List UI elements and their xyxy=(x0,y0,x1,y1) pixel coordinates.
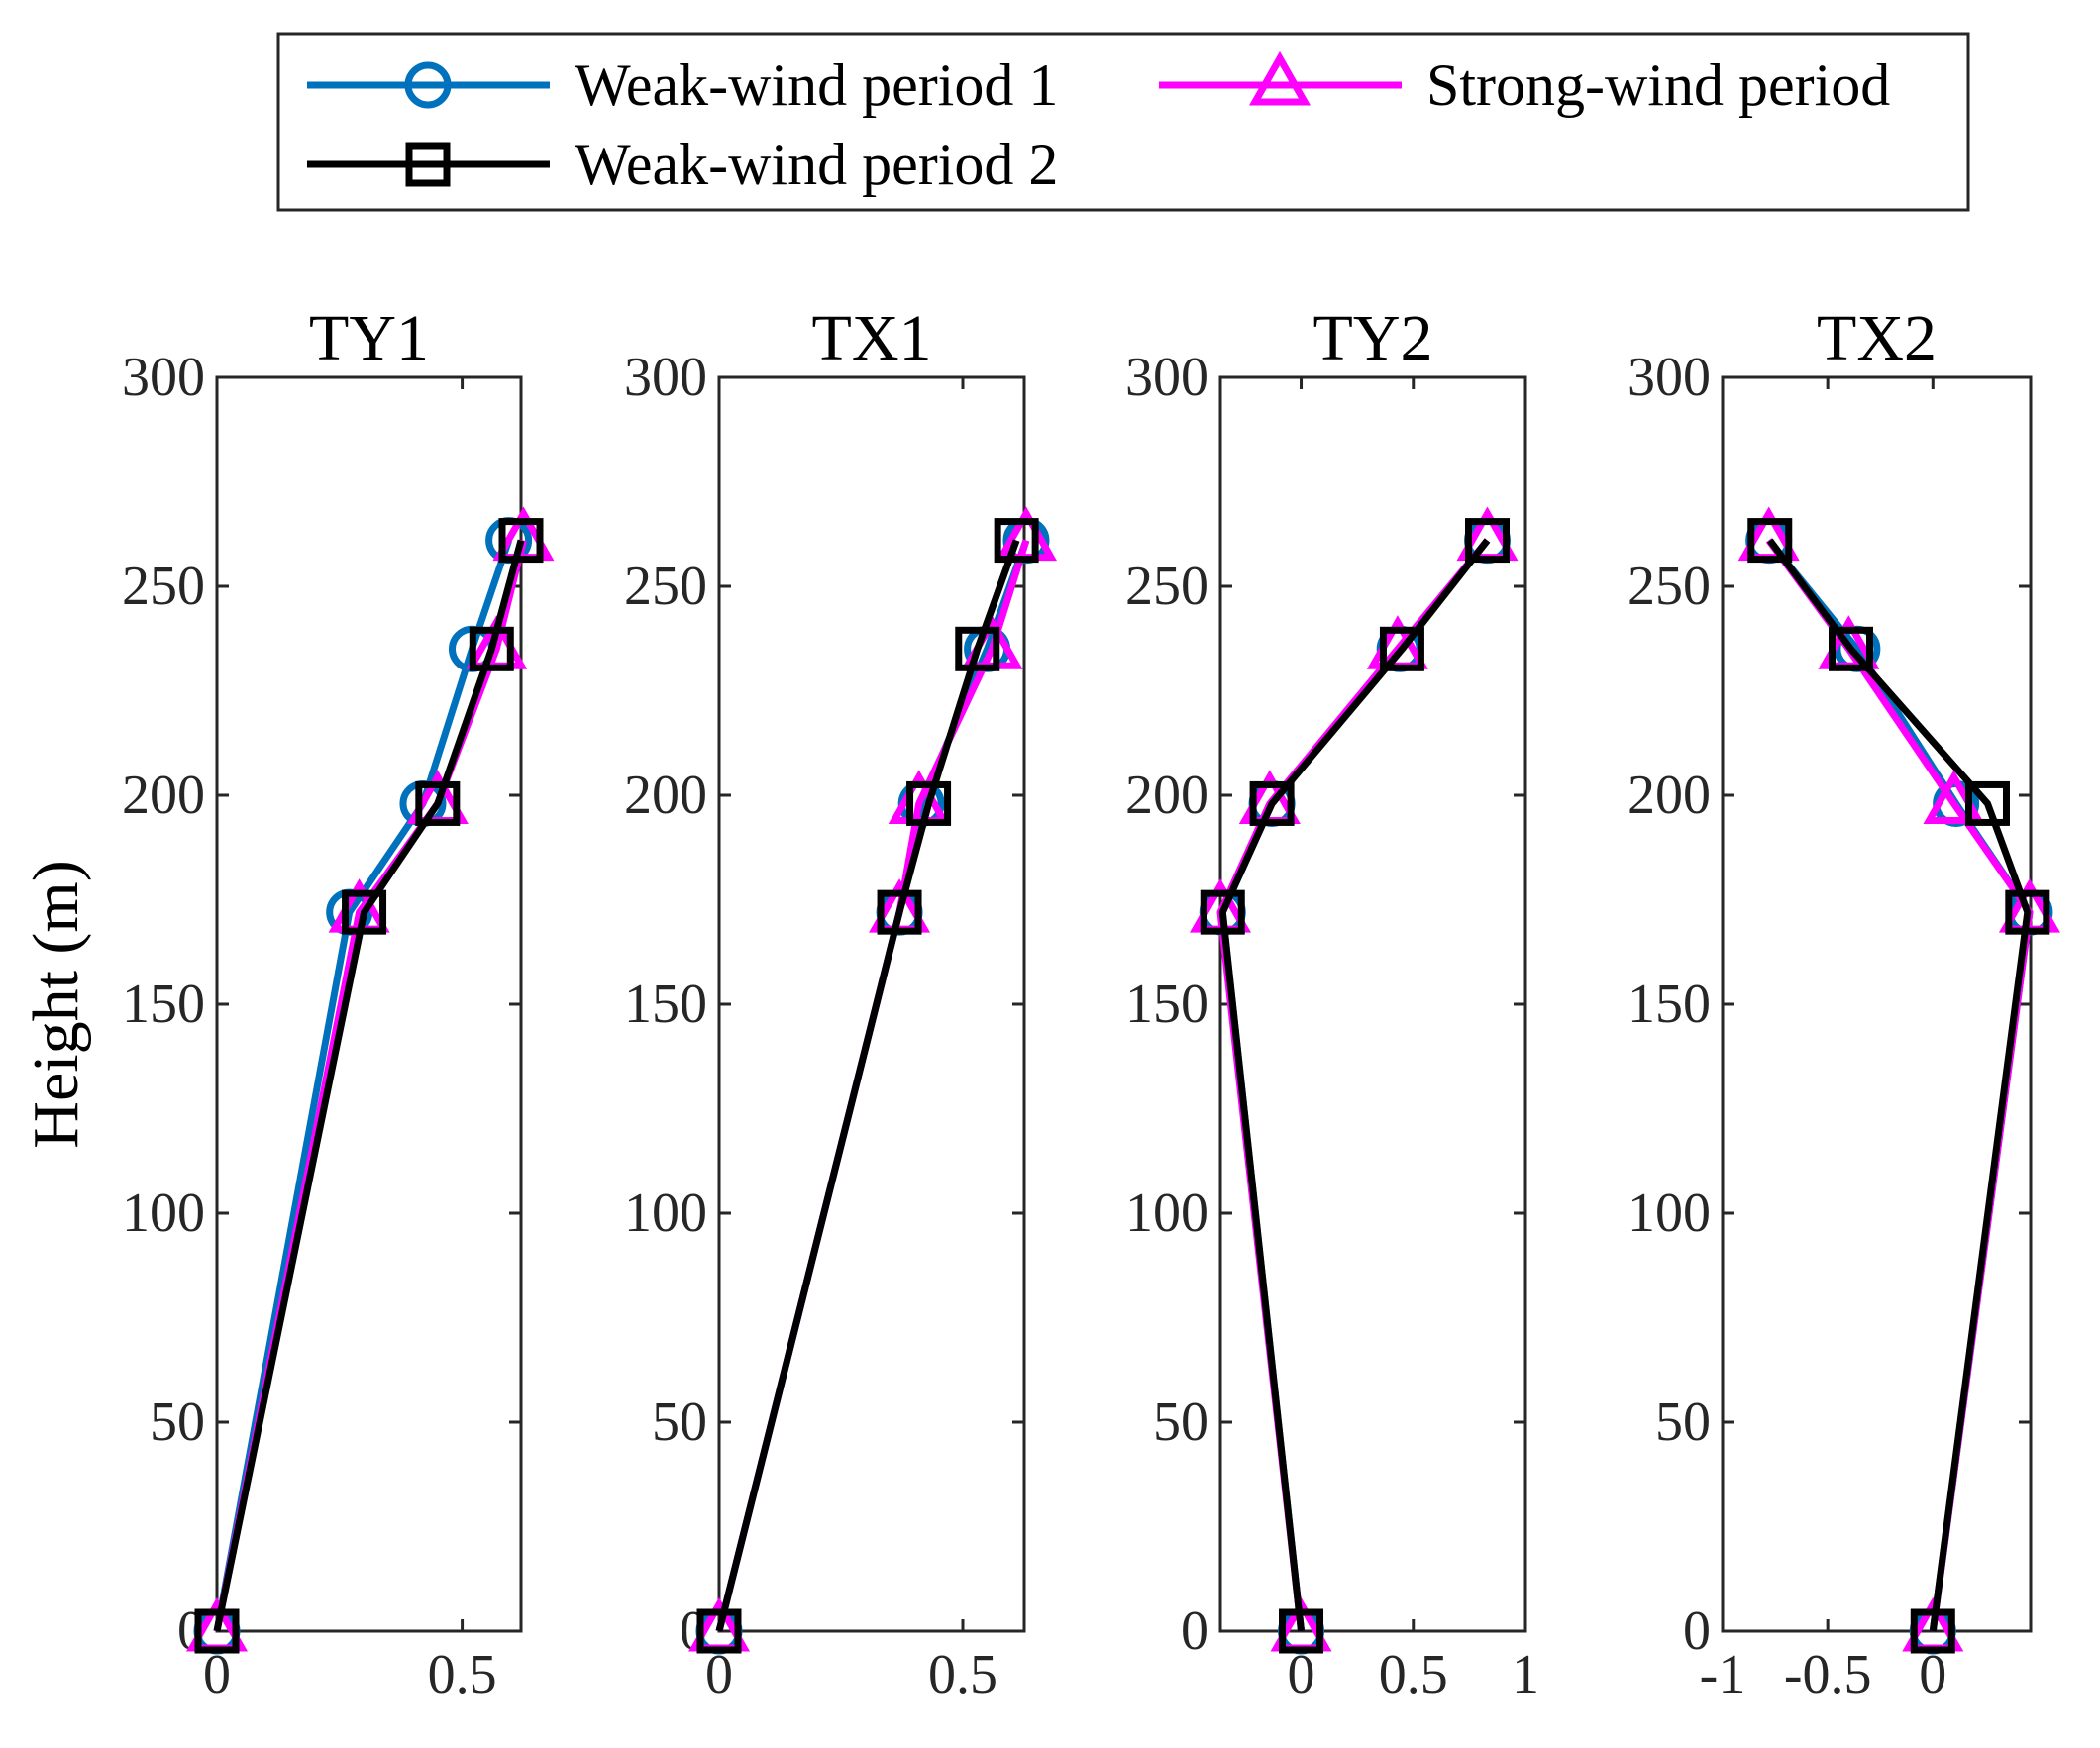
y-tick-label: 100 xyxy=(624,1182,707,1244)
y-tick-label: 50 xyxy=(1153,1391,1208,1453)
data-point-square xyxy=(2005,889,2050,935)
y-tick-label: 300 xyxy=(624,347,707,408)
y-tick-label: 150 xyxy=(624,974,707,1035)
panel-title: TY2 xyxy=(1313,302,1433,374)
y-tick-label: 250 xyxy=(122,556,205,617)
x-tick-label: 1 xyxy=(1512,1644,1539,1705)
series-line-weak-wind-period-2 xyxy=(715,539,1020,1632)
legend-label: Weak-wind period 2 xyxy=(575,132,1058,197)
axes-box xyxy=(1218,375,1527,1633)
series-line-weak-wind-period-1 xyxy=(213,539,512,1632)
data-point-square xyxy=(1200,889,1245,935)
axes-box xyxy=(717,375,1026,1633)
legend-circle-marker-icon xyxy=(404,61,452,109)
y-tick-label: 250 xyxy=(1125,556,1208,617)
series-line-weak-wind-period-2 xyxy=(213,539,525,1632)
y-tick-label: 300 xyxy=(1628,347,1711,408)
y-tick-label: 100 xyxy=(1125,1182,1208,1244)
y-tick-label: 200 xyxy=(624,765,707,826)
axes-box xyxy=(1721,375,2033,1633)
data-point-square xyxy=(877,889,922,935)
y-tick-label: 0 xyxy=(1181,1600,1208,1662)
legend-triangle-marker-icon xyxy=(1248,51,1312,106)
y-tick-label: 150 xyxy=(122,974,205,1035)
legend-label: Strong-wind period xyxy=(1426,52,1890,118)
x-tick-label: 0.5 xyxy=(928,1644,998,1705)
y-tick-label: 200 xyxy=(1628,765,1711,826)
legend-square-marker-icon xyxy=(405,142,451,187)
y-tick-label: 150 xyxy=(1628,974,1711,1035)
y-tick-label: 300 xyxy=(1125,347,1208,408)
data-point-square xyxy=(1249,780,1295,826)
series-line-weak-wind-period-1 xyxy=(715,539,1030,1632)
data-point-square xyxy=(342,889,387,935)
y-tick-label: 100 xyxy=(122,1182,205,1244)
panel-title: TY1 xyxy=(309,302,429,374)
y-tick-label: 50 xyxy=(1655,1391,1711,1453)
data-point-square xyxy=(194,1608,240,1654)
x-tick-label: 0.5 xyxy=(428,1644,497,1705)
y-axis-label: Height (m) xyxy=(20,860,92,1148)
y-tick-label: 150 xyxy=(1125,974,1208,1035)
y-tick-label: 100 xyxy=(1628,1182,1711,1244)
data-point-square xyxy=(498,518,544,564)
data-point-square xyxy=(415,780,461,826)
data-point-square xyxy=(955,626,1000,671)
data-point-square xyxy=(1910,1608,1955,1654)
x-tick-label: 0.5 xyxy=(1379,1644,1448,1705)
data-point-square xyxy=(1747,518,1793,564)
series-line-strong-wind-period xyxy=(213,539,527,1632)
y-tick-label: 0 xyxy=(1683,1600,1711,1662)
data-point-square xyxy=(469,626,514,671)
y-tick-label: 250 xyxy=(1628,556,1711,617)
data-point-square xyxy=(906,780,952,826)
data-point-square xyxy=(696,1608,742,1654)
series-line-weak-wind-period-2 xyxy=(1766,538,2032,1632)
data-point-square xyxy=(1828,626,1873,671)
y-tick-label: 300 xyxy=(122,347,205,408)
axes-box xyxy=(215,375,523,1633)
y-tick-label: 200 xyxy=(1125,765,1208,826)
data-point-square xyxy=(994,518,1039,564)
legend-label: Weak-wind period 1 xyxy=(575,52,1058,118)
legend-box xyxy=(276,32,1970,212)
data-point-square xyxy=(1279,1608,1324,1654)
x-tick-label: -1 xyxy=(1700,1644,1746,1705)
panel-title: TX1 xyxy=(812,302,932,374)
data-point-square xyxy=(1964,780,2010,826)
legend: Weak-wind period 1 Weak-wind period 2 Stro… xyxy=(276,32,1970,212)
y-tick-label: 200 xyxy=(122,765,205,826)
y-tick-label: 50 xyxy=(150,1391,205,1453)
panel-title: TX2 xyxy=(1817,302,1937,374)
x-tick-label: -0.5 xyxy=(1784,1644,1872,1705)
series-line-weak-wind-period-2 xyxy=(1218,538,1491,1632)
y-tick-label: 250 xyxy=(624,556,707,617)
data-point-square xyxy=(1379,626,1424,671)
y-tick-label: 50 xyxy=(652,1391,707,1453)
series-line-strong-wind-period xyxy=(715,539,1030,1632)
data-point-square xyxy=(1465,518,1510,564)
